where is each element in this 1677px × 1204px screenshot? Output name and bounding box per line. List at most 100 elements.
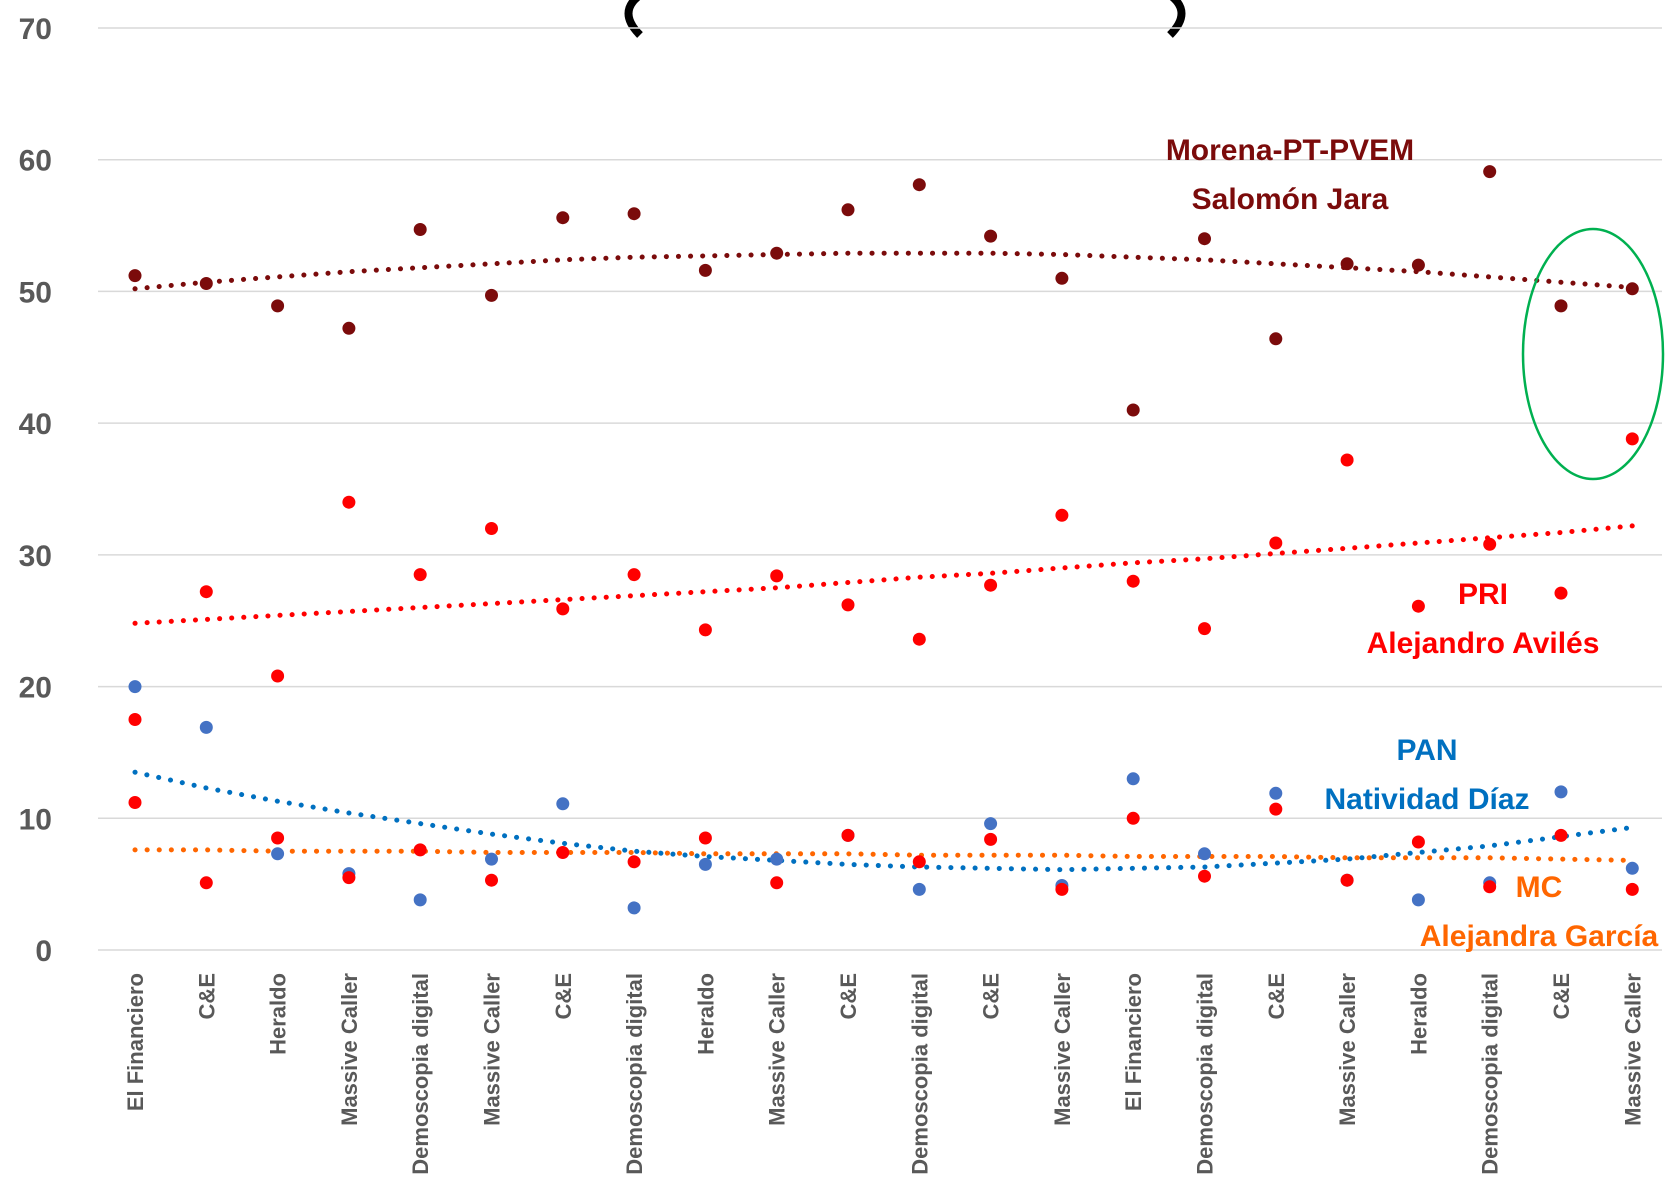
trendline-mc bbox=[132, 847, 1635, 863]
point-morena bbox=[841, 203, 855, 217]
annotation-mc-line1: MC bbox=[1516, 871, 1563, 904]
x-tick-label: Heraldo bbox=[1406, 973, 1431, 1055]
point-morena bbox=[271, 299, 285, 313]
point-morena bbox=[770, 246, 784, 260]
point-mc bbox=[627, 855, 641, 869]
point-pan bbox=[1554, 785, 1568, 799]
point-pan bbox=[770, 852, 784, 866]
point-morena bbox=[698, 263, 712, 277]
trendline-morena bbox=[132, 250, 1635, 292]
trendlines bbox=[132, 250, 1635, 873]
x-tick-label: Heraldo bbox=[266, 973, 291, 1055]
point-mc bbox=[1055, 882, 1069, 896]
point-pri bbox=[1554, 586, 1568, 600]
x-tick-label: C&E bbox=[836, 973, 861, 1019]
point-pan bbox=[556, 797, 570, 811]
y-tick-label: 0 bbox=[35, 935, 52, 968]
point-morena bbox=[984, 229, 998, 243]
point-morena bbox=[1198, 232, 1211, 246]
point-morena bbox=[912, 178, 926, 192]
point-pan bbox=[271, 847, 285, 861]
point-pan bbox=[1126, 772, 1140, 786]
x-tick-label: Massive Caller bbox=[1620, 973, 1645, 1126]
point-pan bbox=[485, 852, 498, 866]
point-mc bbox=[1411, 835, 1425, 849]
highlight-ellipse bbox=[1521, 227, 1665, 481]
point-pri bbox=[770, 569, 784, 583]
y-tick-label: 10 bbox=[19, 803, 52, 836]
x-tick-label: El Financiero bbox=[123, 973, 148, 1111]
gridlines bbox=[98, 27, 1662, 951]
point-morena bbox=[128, 269, 142, 283]
y-axis-tick-labels: 0 10 20 30 40 50 60 70 bbox=[19, 13, 52, 968]
title-fragment-close-paren bbox=[1167, 0, 1186, 38]
annotation-mc-line2: Alejandra García bbox=[1420, 920, 1659, 953]
point-morena bbox=[1269, 332, 1283, 346]
point-mc bbox=[128, 796, 142, 809]
y-tick-label: 30 bbox=[19, 540, 52, 573]
point-pri bbox=[1340, 453, 1354, 467]
point-mc bbox=[1340, 873, 1354, 887]
point-morena bbox=[342, 321, 356, 335]
y-tick-label: 60 bbox=[19, 145, 52, 178]
point-morena bbox=[1340, 257, 1354, 271]
point-morena bbox=[485, 288, 498, 302]
point-pri bbox=[1269, 536, 1283, 550]
point-morena bbox=[1126, 403, 1140, 417]
point-mc bbox=[1554, 828, 1568, 842]
point-mc bbox=[413, 843, 427, 857]
x-tick-label: C&E bbox=[1549, 973, 1574, 1019]
annotation-pri-line1: PRI bbox=[1458, 578, 1508, 611]
x-axis-tick-labels: El Financiero C&E Heraldo Massive Caller Dem… bbox=[123, 973, 1645, 1175]
x-tick-label: Demoscopia digital bbox=[1193, 973, 1218, 1175]
point-mc bbox=[698, 831, 712, 845]
point-pan bbox=[413, 893, 427, 907]
annotation-pan-line1: PAN bbox=[1396, 734, 1457, 767]
point-mc bbox=[485, 873, 498, 887]
point-mc bbox=[841, 828, 855, 842]
point-pri bbox=[984, 578, 998, 592]
point-pri bbox=[485, 522, 498, 535]
annotation-morena-line2: Salomón Jara bbox=[1192, 183, 1389, 216]
point-pan bbox=[1411, 893, 1425, 907]
x-tick-label: Massive Caller bbox=[480, 973, 505, 1126]
x-tick-label: C&E bbox=[1264, 973, 1289, 1019]
point-pri bbox=[1483, 537, 1497, 551]
point-pri bbox=[1625, 432, 1639, 446]
x-tick-label: Demoscopia digital bbox=[408, 973, 433, 1175]
point-morena bbox=[1625, 282, 1639, 296]
y-tick-label: 70 bbox=[19, 13, 52, 46]
point-pan bbox=[199, 720, 213, 734]
point-pan bbox=[1198, 847, 1211, 861]
point-pri bbox=[912, 632, 926, 646]
point-pan bbox=[984, 817, 998, 831]
point-pan bbox=[698, 857, 712, 871]
point-pri bbox=[413, 568, 427, 582]
x-tick-label: Demoscopia digital bbox=[907, 973, 932, 1175]
point-mc bbox=[342, 871, 356, 885]
point-morena bbox=[1483, 165, 1497, 179]
point-morena bbox=[1554, 299, 1568, 313]
x-tick-label: C&E bbox=[551, 973, 576, 1019]
trendline-pri bbox=[132, 523, 1635, 626]
x-tick-label: Demoscopia digital bbox=[1478, 973, 1503, 1175]
point-pri bbox=[1126, 574, 1140, 588]
y-tick-label: 40 bbox=[19, 408, 52, 441]
point-morena bbox=[413, 223, 427, 236]
point-pan bbox=[128, 680, 142, 694]
point-pri bbox=[1198, 622, 1211, 636]
x-tick-label: Massive Caller bbox=[1335, 973, 1360, 1126]
x-tick-label: Demoscopia digital bbox=[622, 973, 647, 1175]
point-pri bbox=[199, 585, 213, 599]
x-tick-label: Heraldo bbox=[693, 973, 718, 1055]
x-tick-label: Massive Caller bbox=[765, 973, 790, 1126]
point-mc bbox=[1198, 869, 1211, 883]
point-mc bbox=[984, 832, 998, 846]
point-pan bbox=[627, 901, 641, 915]
point-mc bbox=[556, 846, 570, 859]
point-morena bbox=[556, 211, 570, 225]
point-pri bbox=[1411, 599, 1425, 613]
point-mc bbox=[271, 831, 285, 845]
point-pri bbox=[698, 623, 712, 637]
